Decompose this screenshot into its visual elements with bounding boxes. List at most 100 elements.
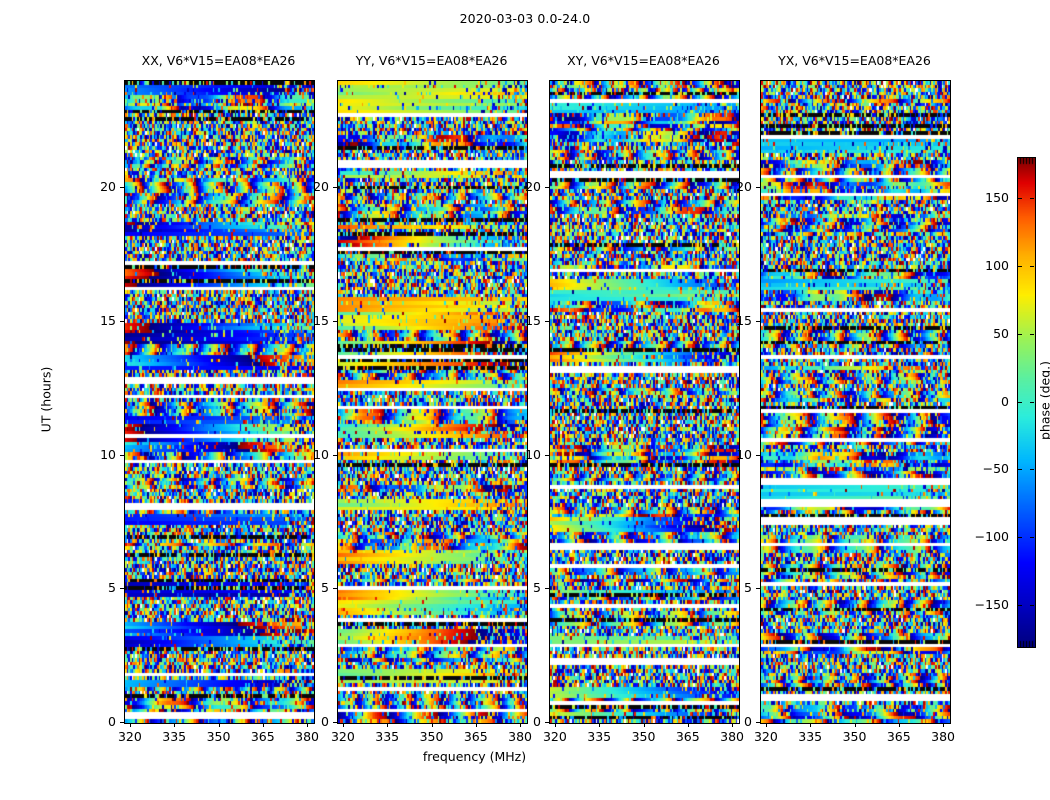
- panel-yx-ytick-mark: [756, 588, 760, 589]
- panel-yy-ytick-mark: [333, 455, 337, 456]
- panel-yx-xtick-label: 335: [798, 729, 823, 744]
- panel-xy-xtick-label: 380: [720, 729, 745, 744]
- panel-xx-xtick-label: 320: [117, 729, 142, 744]
- panel-yy-ytick-label: 0: [321, 714, 329, 729]
- panel-yx-ytick-label: 5: [744, 580, 752, 596]
- panel-yy-ytick-label: 5: [321, 580, 329, 596]
- panel-yx-ytick-label: 20: [736, 179, 752, 194]
- panel-xy-ytick-mark: [545, 321, 549, 322]
- panel-yx-axes[interactable]: [760, 80, 951, 724]
- y-axis-label: UT (hours): [38, 366, 54, 433]
- panel-xy-xtick-label: 350: [631, 729, 656, 744]
- panel-xx-xtick-mark: [263, 723, 264, 727]
- panel-xy-xtick-label: 365: [675, 729, 700, 744]
- panel-yx-ytick-mark: [756, 187, 760, 188]
- x-axis-label: frequency (MHz): [422, 749, 527, 764]
- panel-yy-xtick-label: 380: [508, 729, 533, 744]
- panel-xx-xtick-mark: [174, 723, 175, 727]
- panel-xy-xtick-label: 335: [587, 729, 612, 744]
- panel-yx-ytick-label: 0: [744, 714, 752, 729]
- panel-xx-xtick-label: 335: [162, 729, 187, 744]
- panel-yy-xtick-label: 335: [375, 729, 400, 744]
- colorbar-tick-mark-inner: [1018, 537, 1022, 538]
- panel-yy-ytick-mark: [333, 722, 337, 723]
- panel-yy-ytick-mark: [333, 321, 337, 322]
- colorbar-tick-label: 100: [985, 257, 1009, 273]
- panel-xy-ytick-mark: [545, 455, 549, 456]
- panel-xx-xtick-mark: [307, 723, 308, 727]
- panel-yx-title: YX, V6*V15=EA08*EA26: [778, 53, 931, 68]
- panel-yy-ytick-mark: [333, 588, 337, 589]
- panel-xy-axes[interactable]: [549, 80, 740, 724]
- panel-yy-waterfall-image: [338, 81, 527, 723]
- panel-xy-ytick-label: 10: [525, 446, 541, 462]
- colorbar-tick-label: 150: [985, 189, 1009, 205]
- colorbar-tick-mark-inner: [1018, 605, 1022, 606]
- panel-yx-xtick-label: 350: [842, 729, 867, 744]
- colorbar-tick-mark-inner: [1018, 402, 1022, 403]
- panel-xx-xtick-mark: [219, 723, 220, 727]
- panel-xx-xtick-label: 350: [206, 729, 231, 744]
- panel-yy-xtick-mark: [432, 723, 433, 727]
- colorbar-tick-mark-outer: [1030, 402, 1034, 403]
- panel-xy-xtick-mark: [644, 723, 645, 727]
- panel-yx-xtick-mark: [810, 723, 811, 727]
- panel-xx-ytick-label: 15: [100, 312, 116, 328]
- panel-yx-xtick-mark: [899, 723, 900, 727]
- panel-xx-ytick-mark: [120, 455, 124, 456]
- panel-xy-ytick-label: 20: [525, 179, 541, 194]
- panel-xx-xtick-mark: [130, 723, 131, 727]
- panel-yx-ytick-label: 15: [736, 312, 752, 328]
- panel-xx-xtick-label: 365: [250, 729, 275, 744]
- panel-xx-ytick-label: 20: [100, 179, 116, 194]
- panel-yx-ytick-mark: [756, 321, 760, 322]
- panel-xx-xtick-label: 380: [295, 729, 320, 744]
- colorbar-tick-mark-outer: [1030, 334, 1034, 335]
- figure-suptitle: 2020-03-03 0.0-24.0: [459, 11, 591, 26]
- panel-xx-axes[interactable]: [124, 80, 315, 724]
- panel-xy-xtick-mark: [732, 723, 733, 727]
- colorbar-tick-mark-inner: [1018, 334, 1022, 335]
- panel-yx-ytick-mark: [756, 455, 760, 456]
- panel-xy-xtick-mark: [599, 723, 600, 727]
- colorbar[interactable]: [1017, 157, 1036, 648]
- panel-xx-waterfall-image: [125, 81, 314, 723]
- panel-xy-ytick-label: 15: [525, 312, 541, 328]
- colorbar-tick-mark-inner: [1018, 266, 1022, 267]
- panel-xx-ytick-mark: [120, 321, 124, 322]
- panel-yy-xtick-mark: [343, 723, 344, 727]
- panel-yy-ytick-label: 15: [313, 312, 329, 328]
- panel-yx-xtick-label: 380: [931, 729, 956, 744]
- panel-xx-ytick-mark: [120, 187, 124, 188]
- colorbar-tick-mark-outer: [1030, 537, 1034, 538]
- panel-yx-xtick-mark: [855, 723, 856, 727]
- colorbar-tick-label: 0: [1001, 393, 1009, 409]
- panel-yy-title: YY, V6*V15=EA08*EA26: [355, 53, 508, 68]
- panel-yy-axes[interactable]: [337, 80, 528, 724]
- panel-yx-waterfall-image: [761, 81, 950, 723]
- panel-yx-xtick-label: 320: [753, 729, 778, 744]
- panel-yy-xtick-mark: [520, 723, 521, 727]
- colorbar-tick-label: −50: [982, 461, 1009, 477]
- panel-xx-ytick-label: 5: [108, 580, 116, 596]
- panel-xy-ytick-label: 0: [533, 714, 541, 729]
- panel-yy-xtick-mark: [476, 723, 477, 727]
- panel-yy-ytick-mark: [333, 187, 337, 188]
- panel-xy-waterfall-image: [550, 81, 739, 723]
- panel-yy-xtick-mark: [387, 723, 388, 727]
- panel-yx-ytick-label: 10: [736, 446, 752, 462]
- colorbar-tick-mark-outer: [1030, 198, 1034, 199]
- panel-xy-ytick-mark: [545, 187, 549, 188]
- panel-xy-title: XY, V6*V15=EA08*EA26: [567, 53, 720, 68]
- panel-xy-xtick-label: 320: [542, 729, 567, 744]
- colorbar-tick-mark-outer: [1030, 266, 1034, 267]
- colorbar-tick-mark-inner: [1018, 469, 1022, 470]
- panel-yx-xtick-mark: [943, 723, 944, 727]
- panel-xx-ytick-label: 10: [100, 446, 116, 462]
- panel-yy-xtick-label: 365: [463, 729, 488, 744]
- panel-xx-ytick-mark: [120, 588, 124, 589]
- panel-yx-xtick-label: 365: [886, 729, 911, 744]
- colorbar-tick-label: −100: [974, 529, 1009, 545]
- colorbar-label: phase (deg.): [1037, 360, 1050, 440]
